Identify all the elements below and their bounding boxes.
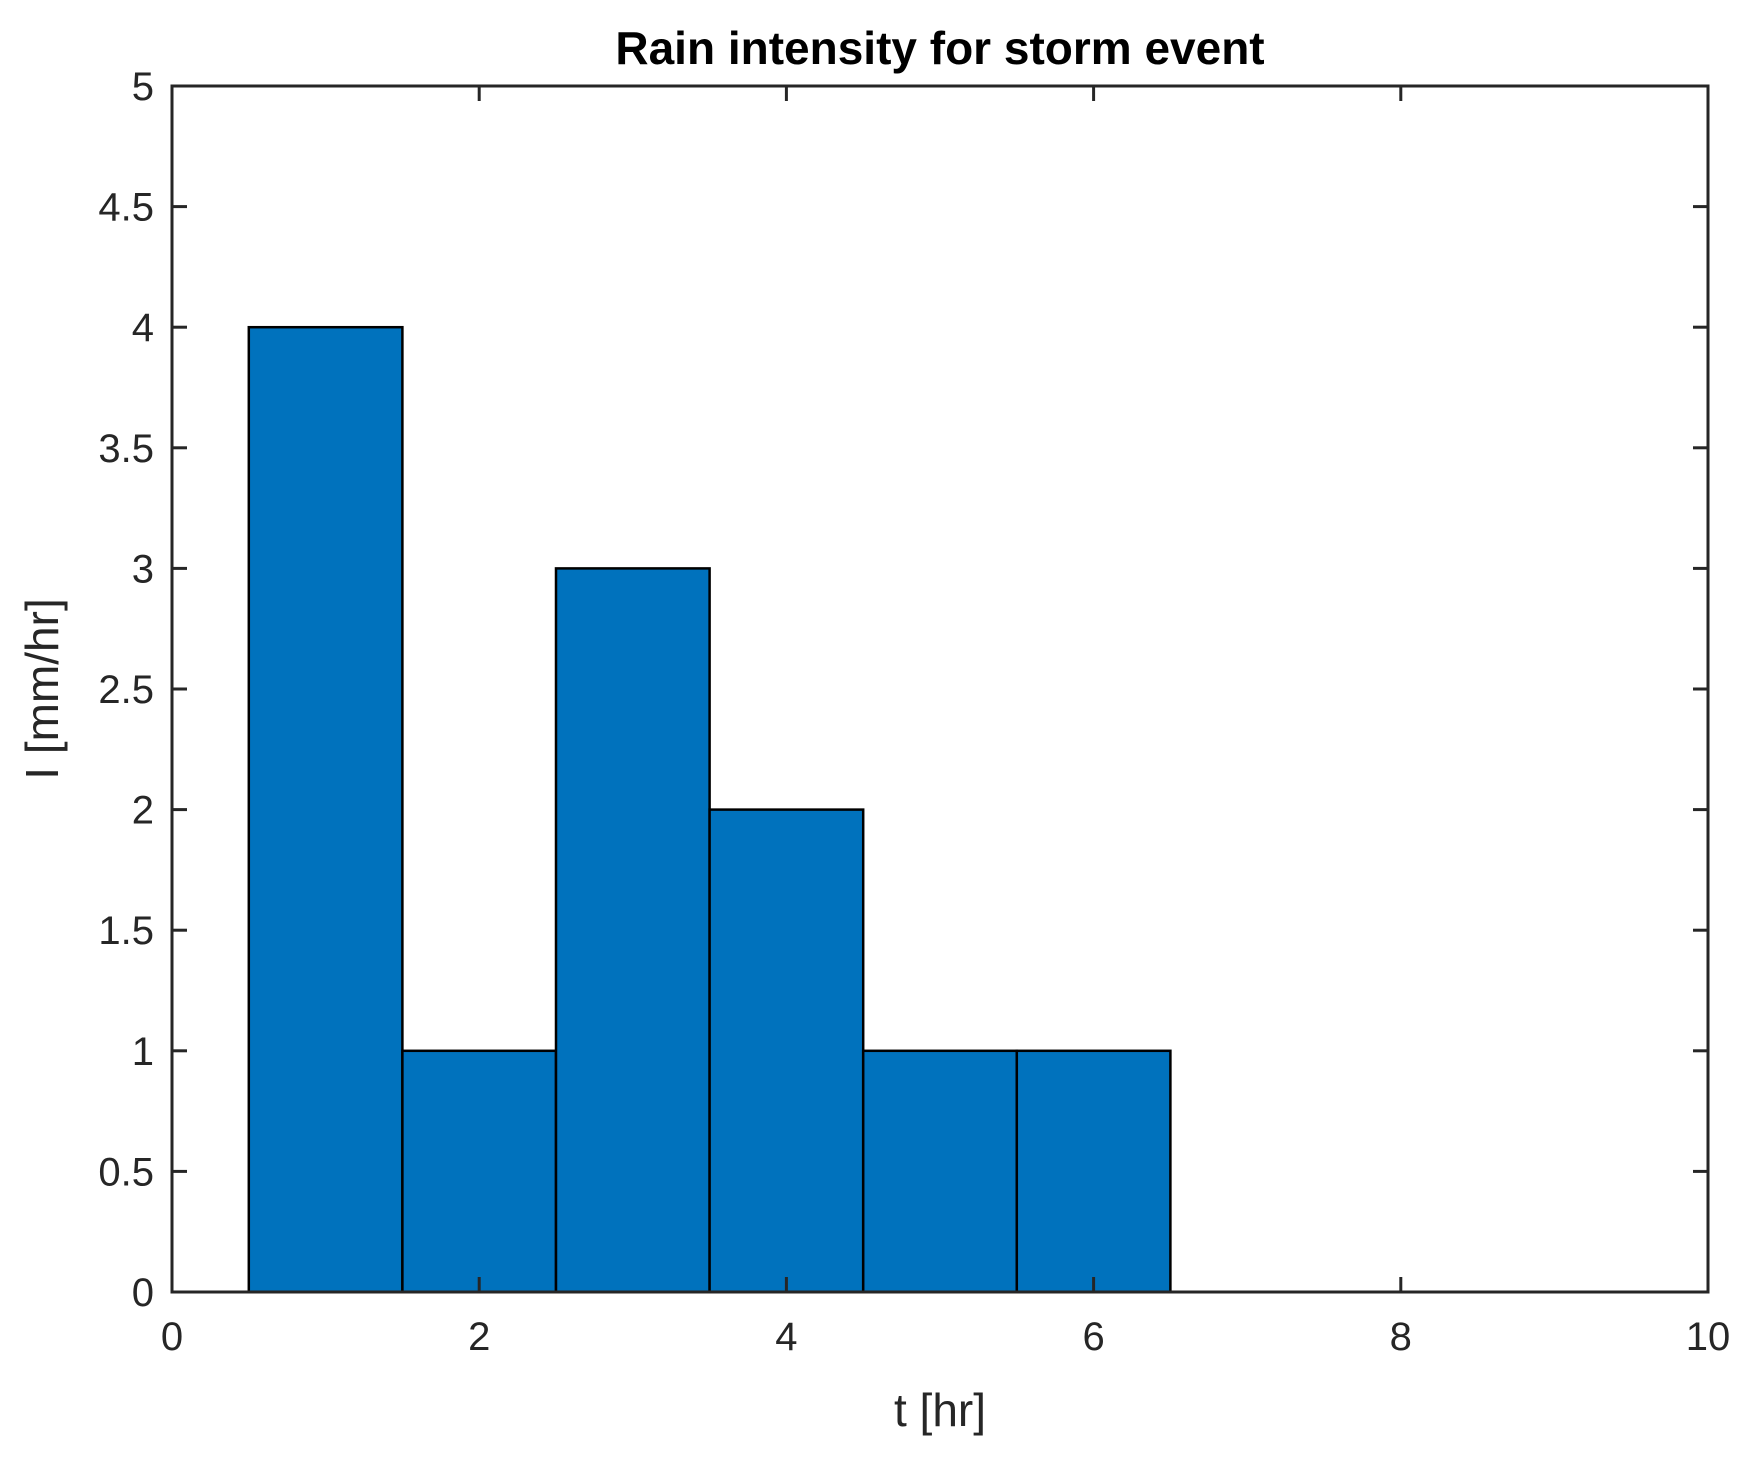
ticks-layer: 0 2 4 6 8 10 0 0.5 1 1.5 2 2.5 3 3.5 4 4.5 5 xyxy=(98,65,1730,1359)
y-tick-label: 1.5 xyxy=(98,909,154,953)
y-tick-label: 4.5 xyxy=(98,186,154,230)
x-tick-label: 4 xyxy=(775,1315,797,1359)
x-tick-label: 8 xyxy=(1390,1315,1412,1359)
bar-6 xyxy=(1015,1049,1172,1294)
x-tick-label: 10 xyxy=(1686,1315,1731,1359)
bars-layer xyxy=(247,325,1172,1294)
bar-4 xyxy=(708,808,865,1294)
y-tick-label: 3 xyxy=(132,547,154,591)
y-tick-label: 4 xyxy=(132,306,154,350)
y-tick-label: 2.5 xyxy=(98,668,154,712)
x-tick-label: 6 xyxy=(1082,1315,1104,1359)
chart-title: Rain intensity for storm event xyxy=(615,22,1264,74)
y-tick-label: 0 xyxy=(132,1271,154,1315)
y-axis-label: I [mm/hr] xyxy=(16,598,68,779)
x-tick-label: 0 xyxy=(161,1315,183,1359)
bar-1 xyxy=(247,325,404,1294)
y-tick-label: 1 xyxy=(132,1030,154,1074)
y-tick-label: 0.5 xyxy=(98,1150,154,1194)
bar-2 xyxy=(401,1049,558,1294)
bar-5 xyxy=(861,1049,1019,1294)
x-tick-label: 2 xyxy=(468,1315,490,1359)
y-tick-label: 5 xyxy=(132,65,154,109)
x-axis-label: t [hr] xyxy=(894,1384,986,1436)
y-tick-label: 3.5 xyxy=(98,427,154,471)
bar-3 xyxy=(554,567,711,1294)
y-tick-label: 2 xyxy=(132,789,154,833)
